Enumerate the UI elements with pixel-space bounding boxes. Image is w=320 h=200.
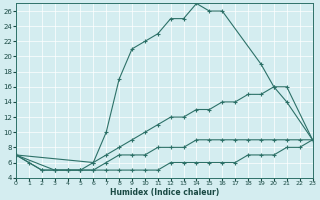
X-axis label: Humidex (Indice chaleur): Humidex (Indice chaleur)	[110, 188, 219, 197]
